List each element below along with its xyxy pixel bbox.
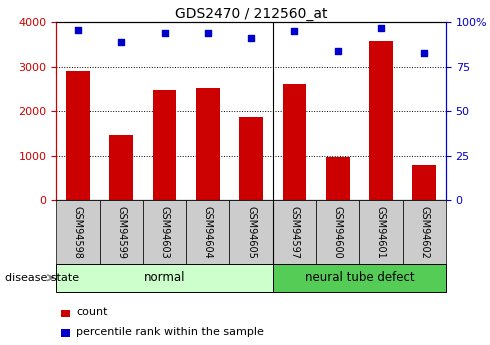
Text: normal: normal: [144, 271, 185, 284]
Bar: [326, 157, 349, 200]
Bar: [239, 117, 263, 200]
Text: GSM94601: GSM94601: [376, 206, 386, 258]
Text: GSM94603: GSM94603: [160, 206, 170, 258]
Bar: [143, 200, 186, 264]
Bar: [403, 200, 446, 264]
Bar: [66, 71, 90, 200]
Bar: [273, 264, 446, 292]
Text: GSM94605: GSM94605: [246, 206, 256, 258]
Point: [377, 25, 385, 30]
Bar: [229, 200, 273, 264]
Bar: [99, 200, 143, 264]
Bar: [359, 200, 403, 264]
Text: disease state: disease state: [5, 273, 79, 283]
Bar: [56, 264, 273, 292]
Point: [420, 50, 428, 56]
Text: percentile rank within the sample: percentile rank within the sample: [76, 327, 264, 337]
Point: [74, 27, 82, 32]
Point: [291, 29, 298, 34]
Bar: [316, 200, 359, 264]
Point: [334, 48, 342, 53]
Bar: [283, 84, 306, 200]
Title: GDS2470 / 212560_at: GDS2470 / 212560_at: [175, 7, 327, 21]
Point: [117, 39, 125, 45]
Text: GSM94598: GSM94598: [73, 206, 83, 258]
Bar: [273, 200, 316, 264]
Text: GSM94602: GSM94602: [419, 206, 429, 258]
Bar: [196, 88, 220, 200]
Bar: [186, 200, 229, 264]
Text: GSM94597: GSM94597: [290, 206, 299, 258]
Text: GSM94600: GSM94600: [333, 206, 343, 258]
Text: GSM94604: GSM94604: [203, 206, 213, 258]
Point: [247, 36, 255, 41]
Bar: [413, 166, 436, 200]
Bar: [369, 41, 393, 200]
Text: GSM94599: GSM94599: [116, 206, 126, 258]
Bar: [56, 200, 99, 264]
Text: count: count: [76, 307, 107, 317]
Text: neural tube defect: neural tube defect: [304, 271, 414, 284]
Bar: [109, 135, 133, 200]
Point: [204, 30, 212, 36]
Point: [161, 30, 169, 36]
Bar: [153, 90, 176, 200]
